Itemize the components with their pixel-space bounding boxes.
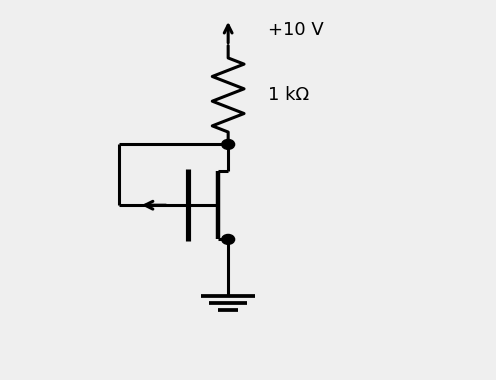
Circle shape <box>222 234 235 244</box>
Text: 1 kΩ: 1 kΩ <box>268 86 309 104</box>
Text: +10 V: +10 V <box>268 21 323 40</box>
Circle shape <box>222 139 235 149</box>
